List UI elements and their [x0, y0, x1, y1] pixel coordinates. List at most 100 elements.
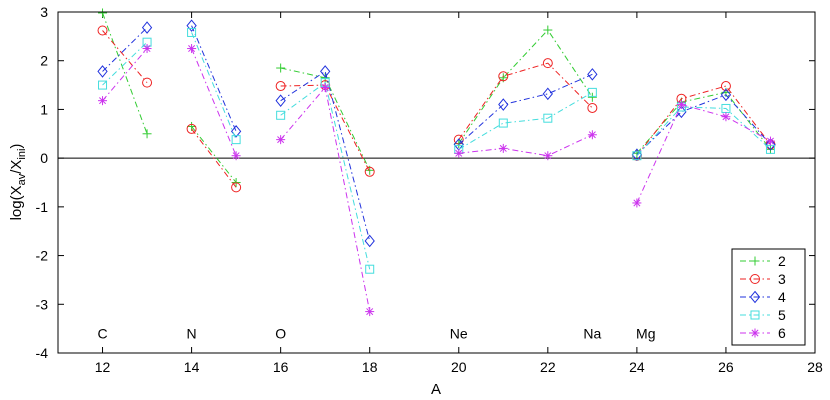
data-point [98, 96, 108, 106]
data-point [587, 87, 597, 97]
element-label: O [275, 326, 286, 342]
legend-marker [749, 290, 761, 304]
data-point [587, 130, 597, 140]
legend-item: 4 [740, 289, 786, 305]
data-point [632, 151, 642, 161]
y-axis-label-mid: /X [8, 160, 25, 174]
x-tick-label: 20 [451, 359, 467, 375]
y-tick-label: 0 [40, 150, 48, 166]
x-tick-label: 12 [95, 359, 111, 375]
legend-label: 2 [778, 253, 786, 269]
data-point [721, 112, 731, 122]
data-point [275, 81, 286, 92]
series-line [102, 30, 148, 83]
y-tick-label: -4 [36, 345, 49, 361]
legend-label: 3 [778, 271, 786, 287]
data-point [765, 136, 775, 146]
series-line [102, 12, 148, 134]
legend-marker [750, 256, 760, 266]
element-label: C [97, 326, 107, 342]
legend-item: 3 [740, 271, 786, 287]
x-tick-label: 18 [362, 359, 378, 375]
data-point [231, 151, 241, 161]
data-point [587, 102, 598, 113]
legend-label: 5 [778, 307, 786, 323]
y-tick-label: -2 [36, 248, 49, 264]
data-point [320, 65, 331, 78]
data-point [498, 118, 508, 128]
data-point [720, 81, 731, 92]
data-point [142, 44, 152, 54]
element-label: N [187, 326, 197, 342]
series-line [102, 48, 148, 101]
y-tick-label: -1 [36, 199, 49, 215]
data-point [187, 27, 197, 37]
legend-marker [750, 310, 760, 320]
element-label: Mg [636, 326, 655, 342]
data-point [231, 182, 242, 193]
data-point [498, 71, 509, 82]
data-point [276, 63, 286, 73]
series-6 [98, 44, 775, 317]
data-point [364, 166, 375, 177]
svg-text:log(Xav/Xini): log(Xav/Xini) [8, 144, 28, 221]
series-line [102, 41, 148, 86]
data-point [498, 143, 508, 153]
x-tick-label: 28 [807, 359, 823, 375]
data-point [365, 264, 375, 274]
series-line [458, 91, 593, 150]
data-point [542, 87, 553, 101]
x-axis-label: A [431, 381, 441, 398]
series-line [636, 103, 771, 204]
data-point [186, 123, 197, 134]
data-point [676, 100, 686, 110]
data-point [98, 8, 108, 18]
data-point [365, 307, 375, 317]
series-line [191, 25, 237, 132]
legend-marker [750, 274, 760, 284]
data-point [587, 68, 598, 81]
data-point [498, 98, 509, 111]
series-line [280, 70, 371, 242]
series-3 [97, 25, 776, 193]
series-line [636, 94, 771, 156]
series-layer [97, 8, 776, 317]
data-point [142, 77, 153, 88]
x-tick-label: 16 [273, 359, 289, 375]
data-point [230, 125, 242, 138]
data-point [765, 138, 776, 151]
series-line [458, 73, 593, 145]
element-label: Ne [450, 326, 468, 342]
data-point [142, 129, 152, 139]
element-labels-layer: C N O Ne Na Mg [97, 326, 655, 342]
series-5 [98, 27, 775, 274]
legend-item: 2 [740, 253, 786, 269]
x-tick-label: 14 [184, 359, 200, 375]
x-tick-label: 26 [718, 359, 734, 375]
legend-item: 6 [740, 325, 786, 341]
data-point [632, 198, 642, 208]
series-line [191, 128, 237, 188]
series-line [191, 32, 237, 140]
plot-frame [57, 11, 816, 354]
series-line [636, 91, 771, 154]
data-point [187, 44, 197, 54]
y-axis-label-sub1: av [16, 173, 28, 185]
data-point [542, 58, 553, 69]
data-point [186, 19, 197, 32]
series-line [102, 27, 148, 72]
y-axis-label-main: log(X [8, 185, 25, 220]
y-tick-label: 1 [40, 101, 48, 117]
data-point [98, 80, 108, 90]
data-point [454, 148, 464, 158]
data-point [543, 25, 553, 35]
data-point [676, 105, 687, 119]
legend-marker [750, 328, 760, 338]
y-axis-label-end: ) [8, 144, 25, 149]
series-line [636, 85, 771, 157]
y-tick-label: 2 [40, 53, 48, 69]
legend-item: 5 [740, 307, 786, 323]
series-line [458, 29, 593, 144]
